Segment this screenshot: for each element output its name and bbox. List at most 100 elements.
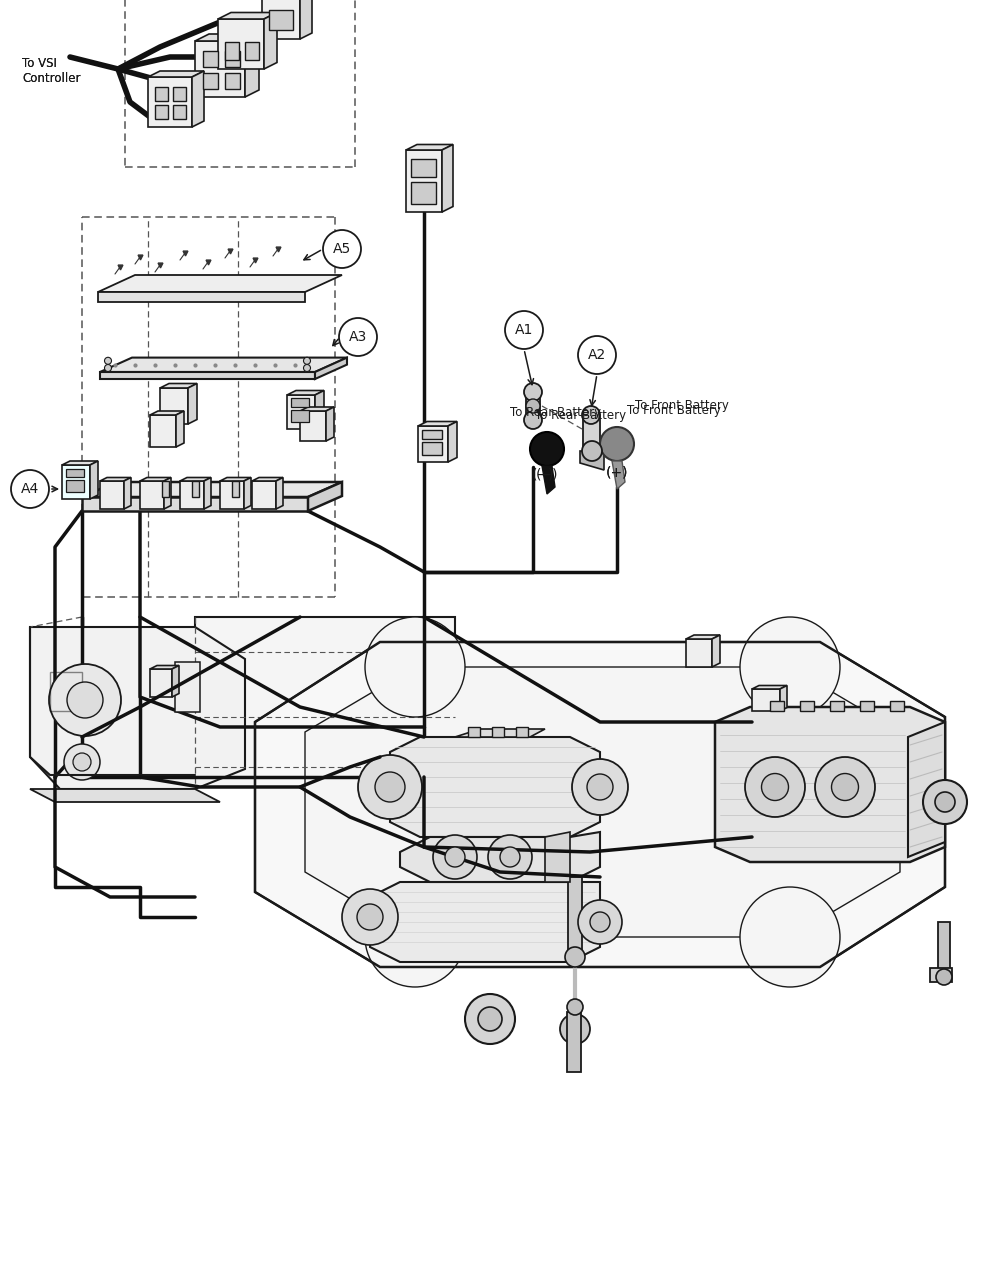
Polygon shape bbox=[62, 461, 98, 465]
Polygon shape bbox=[164, 478, 171, 509]
Bar bbox=[860, 701, 874, 711]
Circle shape bbox=[832, 773, 858, 801]
Bar bbox=[938, 922, 950, 977]
Bar bbox=[155, 87, 168, 101]
Bar bbox=[225, 42, 239, 60]
Bar bbox=[568, 877, 582, 957]
Bar bbox=[291, 398, 309, 407]
Polygon shape bbox=[192, 71, 204, 127]
Polygon shape bbox=[448, 422, 457, 462]
Polygon shape bbox=[780, 685, 787, 711]
Circle shape bbox=[572, 759, 628, 815]
Text: (−): (−) bbox=[536, 468, 558, 481]
Polygon shape bbox=[195, 617, 455, 787]
Circle shape bbox=[526, 399, 540, 413]
Bar bbox=[155, 105, 168, 119]
Polygon shape bbox=[370, 882, 600, 962]
Polygon shape bbox=[315, 390, 324, 430]
Bar bbox=[203, 51, 218, 67]
Bar bbox=[173, 87, 186, 101]
Polygon shape bbox=[195, 41, 245, 98]
Circle shape bbox=[745, 756, 805, 817]
Polygon shape bbox=[180, 481, 204, 509]
Circle shape bbox=[578, 900, 622, 944]
Circle shape bbox=[339, 318, 377, 356]
Polygon shape bbox=[752, 689, 780, 711]
Circle shape bbox=[342, 889, 398, 945]
Polygon shape bbox=[400, 832, 600, 882]
Polygon shape bbox=[195, 34, 259, 41]
Polygon shape bbox=[82, 481, 342, 497]
Circle shape bbox=[365, 887, 465, 987]
Polygon shape bbox=[300, 0, 312, 39]
Polygon shape bbox=[148, 71, 204, 77]
Circle shape bbox=[64, 744, 100, 780]
Bar bbox=[422, 430, 442, 438]
Polygon shape bbox=[418, 422, 457, 426]
Polygon shape bbox=[315, 357, 347, 379]
Bar bbox=[468, 727, 480, 737]
Polygon shape bbox=[542, 466, 555, 494]
Bar bbox=[770, 701, 784, 711]
Bar bbox=[225, 51, 240, 67]
Polygon shape bbox=[580, 451, 604, 470]
Bar bbox=[567, 1012, 581, 1072]
Polygon shape bbox=[686, 635, 720, 639]
Polygon shape bbox=[255, 642, 945, 967]
Text: To Front Battery: To Front Battery bbox=[627, 404, 721, 417]
Circle shape bbox=[524, 383, 542, 400]
Polygon shape bbox=[100, 357, 347, 372]
Bar bbox=[492, 727, 504, 737]
Polygon shape bbox=[245, 34, 259, 98]
Polygon shape bbox=[686, 639, 712, 666]
Circle shape bbox=[11, 470, 49, 508]
Polygon shape bbox=[287, 395, 315, 430]
Bar bbox=[66, 480, 84, 492]
Polygon shape bbox=[204, 478, 211, 509]
Circle shape bbox=[375, 772, 405, 802]
Circle shape bbox=[104, 365, 112, 371]
Polygon shape bbox=[100, 481, 124, 509]
Polygon shape bbox=[526, 392, 540, 419]
Polygon shape bbox=[150, 411, 184, 416]
Polygon shape bbox=[545, 832, 570, 882]
Text: A4: A4 bbox=[21, 481, 39, 495]
Polygon shape bbox=[418, 426, 448, 462]
Polygon shape bbox=[583, 416, 600, 454]
Circle shape bbox=[762, 773, 788, 801]
Bar bbox=[192, 481, 199, 497]
Circle shape bbox=[740, 617, 840, 717]
Circle shape bbox=[67, 682, 103, 718]
Polygon shape bbox=[98, 275, 342, 291]
Polygon shape bbox=[140, 478, 171, 481]
Polygon shape bbox=[30, 789, 220, 802]
Circle shape bbox=[445, 848, 465, 867]
Polygon shape bbox=[908, 722, 945, 856]
Bar bbox=[411, 182, 436, 204]
Polygon shape bbox=[305, 666, 900, 938]
Polygon shape bbox=[176, 411, 184, 447]
Polygon shape bbox=[172, 665, 179, 697]
Text: A3: A3 bbox=[349, 329, 367, 345]
Polygon shape bbox=[752, 685, 787, 689]
Bar bbox=[245, 42, 259, 60]
Bar bbox=[66, 469, 84, 476]
Circle shape bbox=[815, 756, 875, 817]
Circle shape bbox=[567, 998, 583, 1015]
Circle shape bbox=[600, 427, 634, 461]
Circle shape bbox=[357, 903, 383, 930]
Polygon shape bbox=[300, 407, 334, 411]
Circle shape bbox=[590, 912, 610, 933]
Text: To VSI
Controller: To VSI Controller bbox=[22, 57, 80, 85]
Polygon shape bbox=[218, 19, 264, 68]
Polygon shape bbox=[326, 407, 334, 441]
Polygon shape bbox=[442, 144, 453, 212]
Circle shape bbox=[358, 755, 422, 818]
Text: (+): (+) bbox=[606, 466, 628, 480]
Polygon shape bbox=[124, 478, 131, 509]
Text: To Rear Battery: To Rear Battery bbox=[535, 409, 626, 422]
Polygon shape bbox=[160, 384, 197, 388]
Bar bbox=[516, 727, 528, 737]
Circle shape bbox=[582, 405, 600, 424]
Polygon shape bbox=[100, 478, 131, 481]
